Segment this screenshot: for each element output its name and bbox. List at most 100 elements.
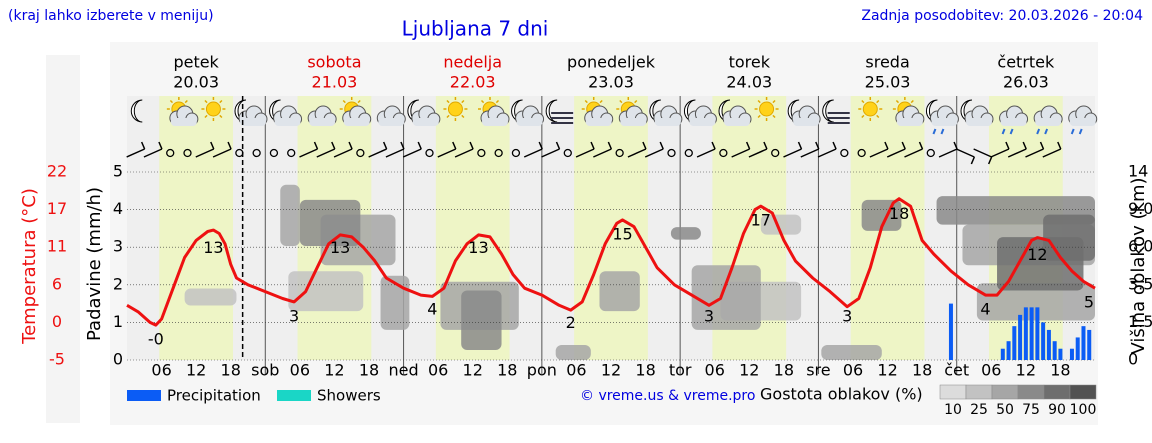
x-tick-label: 18 bbox=[497, 361, 517, 380]
wind-barb bbox=[1007, 148, 1027, 158]
icon-ray bbox=[184, 99, 188, 104]
wind-barb bbox=[385, 148, 405, 158]
wind-barb bbox=[901, 141, 906, 150]
x-tick-label: 12 bbox=[601, 361, 621, 380]
wind-barb bbox=[402, 148, 422, 158]
x-tick-label: 18 bbox=[221, 361, 241, 380]
wind-barb bbox=[1057, 141, 1062, 150]
wind-barb bbox=[800, 148, 820, 158]
wind-barb bbox=[886, 148, 906, 158]
y2-axis-title: Višina oblakov (km) bbox=[1128, 177, 1149, 354]
precip-bar bbox=[1018, 314, 1023, 360]
x-tick-label: 06 bbox=[290, 361, 310, 380]
wind-barb bbox=[417, 141, 422, 150]
temp-tick-label: 6 bbox=[52, 274, 62, 293]
wind-calm bbox=[287, 148, 296, 158]
icon-sun bbox=[205, 101, 221, 117]
x-tick-label: 18 bbox=[635, 361, 655, 380]
y-tick-label: 1 bbox=[113, 312, 123, 331]
icon-ray bbox=[204, 114, 208, 119]
icon-cloud bbox=[170, 118, 197, 126]
temp-tick-label: 0 bbox=[52, 312, 62, 331]
cloud-legend-swatch bbox=[1069, 384, 1097, 400]
cloud-cell bbox=[184, 288, 237, 306]
wind-barb bbox=[523, 148, 543, 158]
cloud-cell bbox=[288, 271, 364, 312]
temp-tick-label: 22 bbox=[47, 162, 67, 181]
x-tick-label: pon bbox=[527, 361, 557, 380]
x-tick-label: sre bbox=[806, 361, 830, 380]
wind-barb bbox=[1022, 141, 1027, 150]
wind-calm bbox=[771, 148, 780, 158]
wind-barb bbox=[1005, 141, 1010, 150]
icon-ray bbox=[219, 99, 223, 104]
wind-barb bbox=[538, 141, 543, 150]
legend-label: Precipitation bbox=[167, 387, 261, 405]
icon-ray bbox=[357, 99, 361, 104]
wind-barb bbox=[143, 148, 163, 158]
day-date: 25.03 bbox=[865, 73, 911, 92]
wind-barb bbox=[348, 141, 353, 150]
precip-bar bbox=[1052, 341, 1057, 360]
wind-barb bbox=[938, 148, 958, 158]
icon-drop bbox=[1078, 128, 1083, 135]
day-name: sobota bbox=[307, 53, 361, 72]
cloud-legend-swatch bbox=[939, 384, 967, 400]
icon-ray bbox=[599, 99, 603, 104]
daylight-band bbox=[159, 96, 234, 360]
precip-bar bbox=[1029, 307, 1034, 360]
temp-tick-label: 17 bbox=[47, 199, 67, 218]
y-tick-label: 2 bbox=[113, 274, 123, 293]
cloud-cell bbox=[599, 271, 640, 312]
icon-cloud bbox=[240, 118, 266, 126]
wind-barb bbox=[382, 141, 388, 150]
cloud-legend-label: 100 bbox=[1070, 402, 1097, 418]
x-tick-label: 12 bbox=[324, 361, 344, 380]
wind-barb bbox=[316, 148, 336, 158]
wind-barb bbox=[299, 148, 318, 158]
cloud-cell bbox=[1043, 214, 1095, 261]
cloud-legend-label: 25 bbox=[970, 402, 988, 418]
cloud-cell bbox=[976, 283, 1095, 321]
temp-tick-label: -5 bbox=[49, 350, 65, 369]
wind-barb bbox=[970, 156, 976, 165]
wind-calm bbox=[840, 148, 849, 158]
wind-barb bbox=[696, 148, 716, 158]
wind-calm bbox=[615, 148, 624, 158]
wind-barb bbox=[210, 141, 215, 150]
icon-sun bbox=[759, 101, 775, 117]
cloud-legend-label: 90 bbox=[1048, 402, 1066, 418]
precip-bar bbox=[1023, 307, 1028, 360]
icon-ray bbox=[219, 114, 223, 119]
icon-cloud bbox=[724, 118, 750, 126]
cloud-legend-swatch bbox=[1017, 384, 1045, 400]
x-tick-label: tor bbox=[669, 361, 692, 380]
credit: © vreme.us & vreme.pro bbox=[580, 388, 755, 404]
cloud-legend-label: 75 bbox=[1022, 402, 1040, 418]
left-panel bbox=[46, 55, 80, 423]
cloud-legend-title: Gostota oblakov (%) bbox=[760, 385, 923, 404]
temperature-label: 3 bbox=[289, 306, 299, 325]
cloud-cell bbox=[555, 344, 591, 360]
y2-tick-label: 0 bbox=[1128, 350, 1138, 369]
wind-calm bbox=[494, 148, 503, 158]
icon-sun bbox=[862, 101, 878, 117]
cloud-cell bbox=[670, 227, 701, 240]
day-date: 24.03 bbox=[726, 73, 772, 92]
icon-cloud bbox=[482, 118, 508, 126]
temperature-label: 12 bbox=[1027, 245, 1047, 264]
cloud-cell bbox=[461, 290, 502, 350]
header-updated: Zadnja posodobitev: 20.03.2026 - 20:04 bbox=[861, 8, 1143, 24]
wind-barb bbox=[745, 141, 751, 150]
wind-barb bbox=[400, 141, 405, 150]
wind-barb bbox=[469, 141, 474, 150]
day-date: 26.03 bbox=[1003, 73, 1049, 92]
wind-barb bbox=[212, 148, 232, 158]
icon-cloud bbox=[516, 118, 543, 126]
icon-ray bbox=[757, 99, 761, 104]
precip-bar bbox=[948, 303, 953, 360]
y-axis-title: Padavine (mm/h) bbox=[84, 187, 105, 341]
y-tick-label: 4 bbox=[113, 199, 123, 218]
icon-ray bbox=[910, 99, 914, 104]
icon-ray bbox=[634, 99, 638, 104]
